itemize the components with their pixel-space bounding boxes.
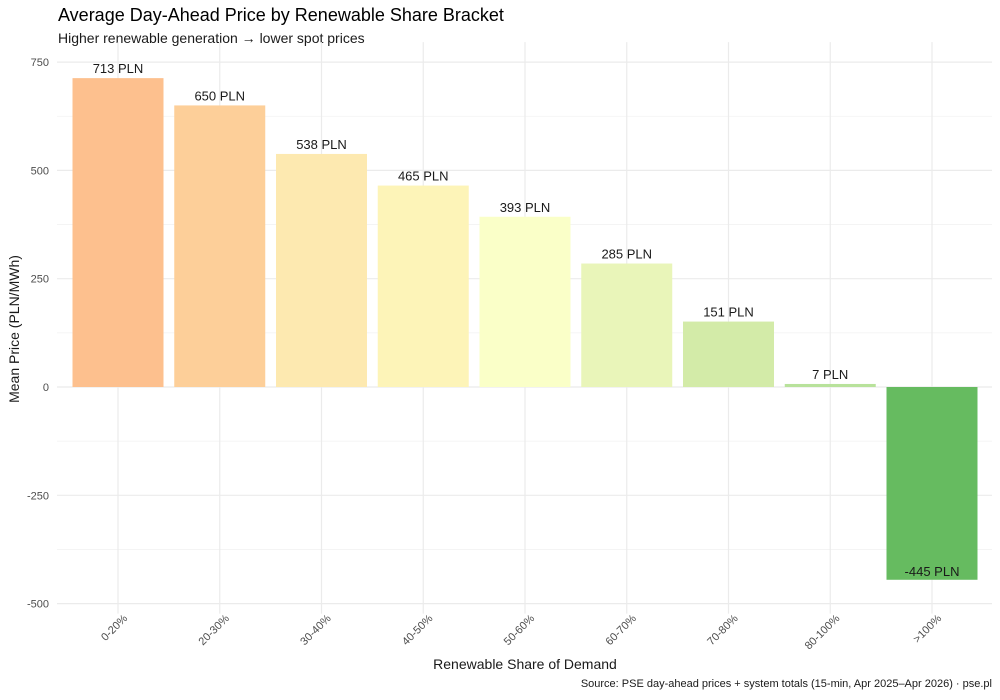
x-tick-label: 30-40% xyxy=(298,612,333,647)
data-label: 465 PLN xyxy=(398,169,449,184)
x-tick-label: 70-80% xyxy=(705,612,740,647)
chart-caption: Source: PSE day-ahead prices + system to… xyxy=(580,678,992,690)
bar-9 xyxy=(886,387,978,580)
y-tick-label: 0 xyxy=(43,382,49,394)
x-tick-label: 0-20% xyxy=(99,612,130,643)
bar-1 xyxy=(72,78,164,387)
data-label: 7 PLN xyxy=(812,367,848,382)
data-label: 151 PLN xyxy=(703,305,754,320)
y-tick-label: 750 xyxy=(31,57,49,69)
x-tick-label: >100% xyxy=(911,612,944,645)
bar-8 xyxy=(784,383,876,387)
bar-4 xyxy=(377,185,469,387)
data-label: 393 PLN xyxy=(500,200,551,215)
x-tick-label: 60-70% xyxy=(604,612,639,647)
y-tick-label: -250 xyxy=(27,490,49,502)
x-axis-title: Renewable Share of Demand xyxy=(433,656,617,672)
x-tick-label: 80-100% xyxy=(803,612,843,652)
chart-subtitle: Higher renewable generation → lower spot… xyxy=(58,30,365,46)
x-tick-label: 40-50% xyxy=(400,612,435,647)
data-label: 538 PLN xyxy=(296,137,347,152)
x-tick-label: 20-30% xyxy=(197,612,232,647)
bar-2 xyxy=(174,105,266,388)
data-label: 713 PLN xyxy=(93,61,144,76)
y-tick-label: 250 xyxy=(31,274,49,286)
bar-5 xyxy=(479,216,571,387)
bar-3 xyxy=(276,153,367,387)
data-label: 650 PLN xyxy=(194,88,245,103)
bar-7 xyxy=(683,321,774,387)
y-tick-label: 500 xyxy=(31,165,49,177)
data-label: -445 PLN xyxy=(905,564,960,579)
x-tick-label: 50-60% xyxy=(502,612,537,647)
y-tick-label: -500 xyxy=(27,599,49,611)
bar-6 xyxy=(581,263,673,387)
data-label: 285 PLN xyxy=(601,247,652,262)
chart-title: Average Day-Ahead Price by Renewable Sha… xyxy=(58,5,504,25)
